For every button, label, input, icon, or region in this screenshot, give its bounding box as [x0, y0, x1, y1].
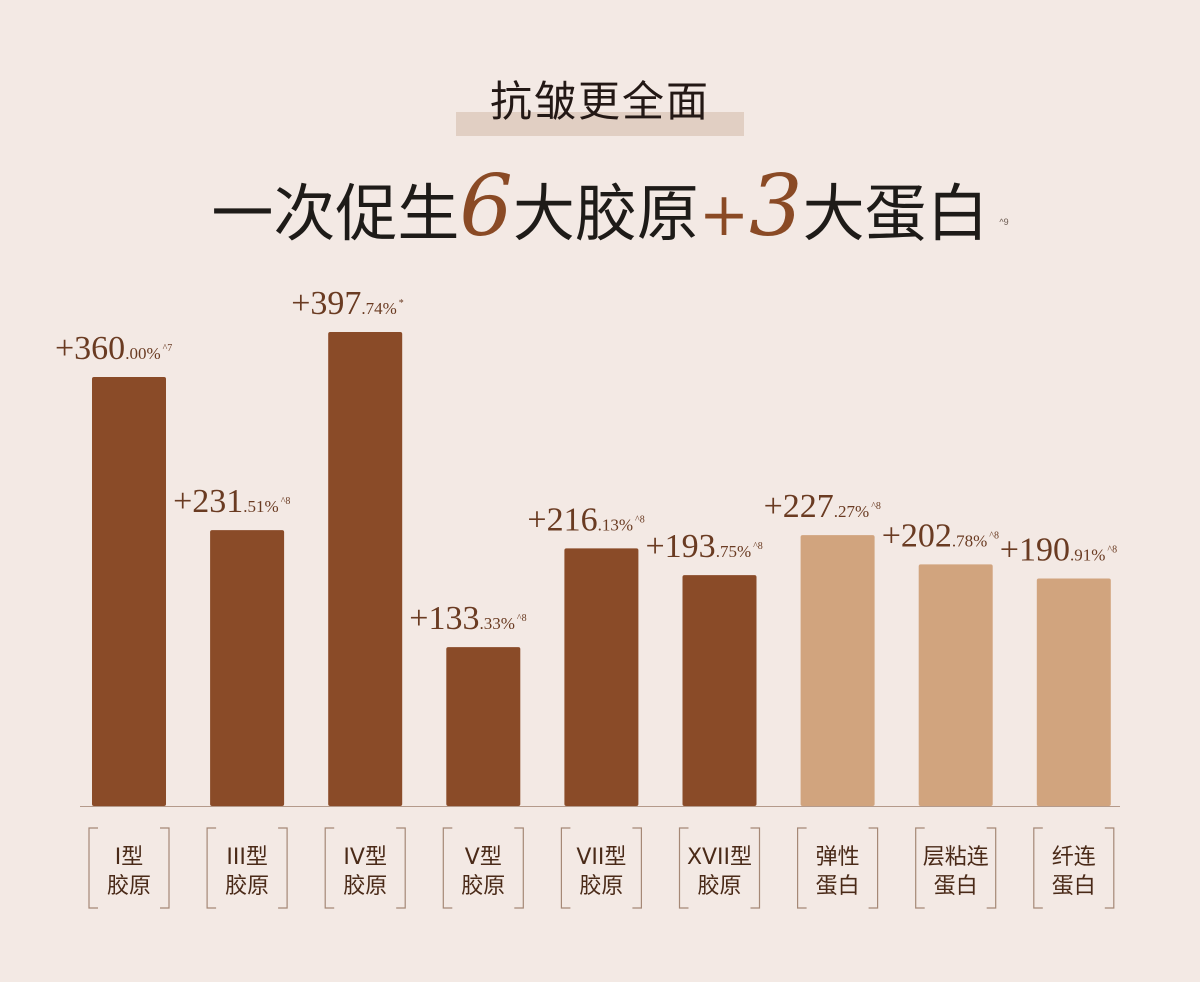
value-label-main: +190: [1000, 531, 1070, 568]
bar-0: [92, 376, 166, 806]
value-label-8: +190.91% ^8: [1000, 531, 1117, 568]
category-frame-4: [560, 827, 642, 909]
category-label-2-line2: 胶原: [343, 874, 387, 899]
bar-2: [328, 332, 403, 806]
category-label-4-line1: VII型: [576, 845, 626, 870]
category-label-0-line2: 胶原: [107, 874, 151, 899]
bar-5: [682, 575, 757, 806]
value-label-2: +397.74% *: [291, 285, 404, 322]
value-label-main: +397: [291, 285, 361, 322]
tag-wrap: 抗皱更全面: [0, 72, 1200, 136]
value-label-footnote: ^8: [281, 496, 291, 507]
value-label-decimal: .00%: [125, 344, 160, 363]
bar-7: [918, 564, 993, 806]
category-label-5-line1: XVII型: [687, 845, 752, 870]
headline-num-collagen: 6: [459, 157, 513, 255]
category-label-7-line1: 层粘连: [923, 845, 989, 870]
headline-prefix: 一次促生: [211, 177, 460, 250]
headline-suffix: 大蛋白: [802, 177, 989, 250]
category-label-3-line2: 胶原: [461, 874, 505, 899]
value-label-footnote: ^8: [753, 541, 763, 552]
value-label-decimal: .91%: [1070, 545, 1105, 564]
value-label-decimal: .27%: [834, 502, 869, 521]
category-label-8-line1: 纤连: [1052, 845, 1096, 870]
value-label-decimal: .78%: [952, 531, 987, 550]
category-frame-0: [88, 827, 170, 909]
value-label-main: +202: [882, 517, 952, 554]
headline-plus: +: [698, 180, 750, 250]
category-label-8-line2: 蛋白: [1052, 874, 1096, 899]
category-label-2-line1: IV型: [343, 845, 387, 870]
value-label-decimal: .75%: [716, 542, 751, 561]
headline-footnote: ^9: [999, 217, 1009, 227]
category-frame-7: [915, 827, 997, 909]
bar-6: [800, 535, 875, 806]
subtitle-tag: 抗皱更全面: [455, 72, 745, 136]
category-frame-5: [678, 827, 761, 909]
value-label-5: +193.75% ^8: [646, 528, 763, 565]
value-label-decimal: .33%: [479, 614, 514, 633]
value-label-0: +360.00% ^7: [55, 330, 172, 367]
value-label-footnote: *: [399, 298, 404, 309]
value-label-3: +133.33% ^8: [409, 600, 526, 637]
category-label-5-line2: 胶原: [697, 874, 741, 899]
value-label-footnote: ^8: [517, 613, 527, 624]
headline-mid: 大胶原: [512, 177, 699, 250]
category-frame-8: [1033, 827, 1115, 909]
category-label-0-line1: I型: [115, 845, 144, 870]
bar-8: [1036, 578, 1111, 806]
value-label-main: +360: [55, 330, 125, 367]
category-label-1-line1: III型: [226, 845, 267, 870]
value-label-footnote: ^8: [635, 514, 645, 525]
value-label-decimal: .51%: [243, 497, 278, 516]
bar-3: [446, 647, 521, 806]
value-label-decimal: .74%: [361, 299, 396, 318]
category-label-1-line2: 胶原: [225, 874, 269, 899]
category-label-6-line1: 弹性: [816, 845, 860, 870]
category-frame-1: [206, 827, 288, 909]
value-label-7: +202.78% ^8: [882, 517, 999, 554]
category-label-4-line2: 胶原: [579, 874, 623, 899]
value-label-1: +231.51% ^8: [173, 483, 290, 520]
value-label-footnote: ^8: [1107, 544, 1117, 555]
value-label-main: +231: [173, 483, 243, 520]
bar-1: [210, 530, 285, 806]
value-label-main: +227: [764, 488, 834, 525]
category-label-7-line2: 蛋白: [934, 874, 978, 899]
value-label-6: +227.27% ^8: [764, 488, 881, 525]
value-label-main: +133: [409, 600, 479, 637]
value-label-decimal: .13%: [598, 515, 633, 534]
value-label-main: +216: [527, 501, 597, 538]
category-label-3-line1: V型: [465, 845, 502, 870]
bar-4: [564, 548, 639, 806]
headline-wrap: 一次促生6大胶原+3大蛋白 ^9: [0, 158, 1200, 263]
category-frame-2: [324, 827, 406, 909]
value-label-footnote: ^8: [989, 530, 999, 541]
category-frame-3: [442, 827, 524, 909]
headline: 一次促生6大胶原+3大蛋白 ^9: [211, 157, 1008, 263]
value-label-4: +216.13% ^8: [527, 501, 644, 538]
headline-num-protein: 3: [749, 157, 803, 255]
category-label-6-line2: 蛋白: [816, 874, 860, 899]
value-label-footnote: ^7: [163, 343, 173, 354]
value-label-main: +193: [646, 528, 716, 565]
value-label-footnote: ^8: [871, 501, 881, 512]
category-frame-6: [797, 827, 879, 909]
